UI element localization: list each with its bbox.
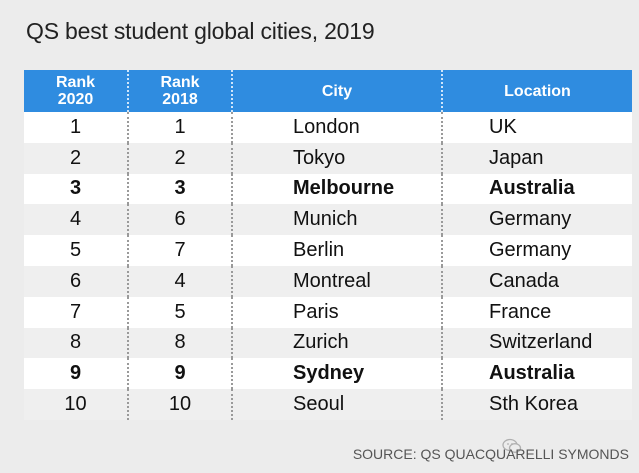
table-header-row: Rank 2020 Rank 2018 City Location [24, 70, 632, 112]
table-row: 5 7 Berlin Germany [24, 235, 632, 266]
header-rank-2018: Rank 2018 [127, 70, 232, 112]
table-row: 10 10 Seoul Sth Korea [24, 389, 632, 420]
cell-rank-2020: 4 [24, 204, 128, 236]
cell-location: Australia [441, 173, 632, 205]
cell-city: Seoul [231, 389, 442, 420]
wechat-icon [502, 438, 522, 453]
table-row: 7 5 Paris France [24, 296, 632, 328]
cell-city: Zurich [231, 327, 442, 359]
cell-location: France [441, 296, 632, 328]
cell-rank-2020: 3 [24, 173, 128, 205]
header-city: City [231, 70, 442, 112]
cell-rank-2020: 8 [24, 327, 128, 359]
cell-rank-2018: 9 [127, 358, 232, 390]
table-row: 2 2 Tokyo Japan [24, 142, 632, 174]
cell-rank-2018: 8 [127, 327, 232, 359]
ranking-table: Rank 2020 Rank 2018 City Location 1 1 Lond… [24, 70, 632, 420]
header-rank-2020-line2: 2020 [57, 91, 94, 108]
cell-city: Tokyo [231, 142, 442, 174]
cell-city: London [231, 112, 442, 143]
cell-rank-2020: 1 [24, 112, 128, 143]
table-body: 1 1 London UK 2 2 Tokyo Japan 3 3 Melbourne Austral… [24, 112, 632, 420]
cell-location: Germany [441, 204, 632, 236]
cell-rank-2018: 4 [127, 265, 232, 297]
cell-rank-2020: 5 [24, 235, 128, 266]
header-rank-2020: Rank 2020 [24, 70, 128, 112]
cell-city: Berlin [231, 235, 442, 266]
cell-rank-2020: 6 [24, 265, 128, 297]
cell-rank-2018: 3 [127, 173, 232, 205]
header-location: Location [441, 70, 632, 112]
cell-location: Canada [441, 265, 632, 297]
cell-location: UK [441, 112, 632, 143]
cell-rank-2018: 2 [127, 142, 232, 174]
source-note: SOURCE: QS QUACQUARELLI SYMONDS [352, 446, 629, 462]
cell-location: Japan [441, 142, 632, 174]
cell-rank-2018: 6 [127, 204, 232, 236]
cell-rank-2020: 10 [24, 389, 128, 420]
cell-location: Germany [441, 235, 632, 266]
cell-city: Montreal [231, 265, 442, 297]
cell-city: Paris [231, 296, 442, 328]
table-row: 1 1 London UK [24, 112, 632, 143]
table-row: 8 8 Zurich Switzerland [24, 327, 632, 359]
cell-rank-2020: 9 [24, 358, 128, 390]
cell-rank-2020: 7 [24, 296, 128, 328]
table-row: 3 3 Melbourne Australia [24, 173, 632, 205]
cell-rank-2020: 2 [24, 142, 128, 174]
header-rank-2018-line1: Rank [160, 74, 200, 91]
cell-rank-2018: 7 [127, 235, 232, 266]
cell-location: Switzerland [441, 327, 632, 359]
header-rank-2018-line2: 2018 [162, 91, 198, 108]
chart-title: QS best student global cities, 2019 [26, 18, 375, 44]
table-row: 9 9 Sydney Australia [24, 358, 632, 390]
header-rank-2020-line1: Rank [55, 74, 96, 91]
cell-rank-2018: 10 [127, 389, 232, 420]
table-row: 4 6 Munich Germany [24, 204, 632, 236]
cell-city: Melbourne [231, 173, 442, 205]
cell-rank-2018: 1 [127, 112, 232, 143]
cell-city: Munich [231, 204, 442, 236]
cell-city: Sydney [231, 358, 442, 390]
cell-location: Sth Korea [441, 389, 632, 420]
cell-location: Australia [441, 358, 632, 390]
cell-rank-2018: 5 [127, 296, 232, 328]
table-row: 6 4 Montreal Canada [24, 265, 632, 297]
